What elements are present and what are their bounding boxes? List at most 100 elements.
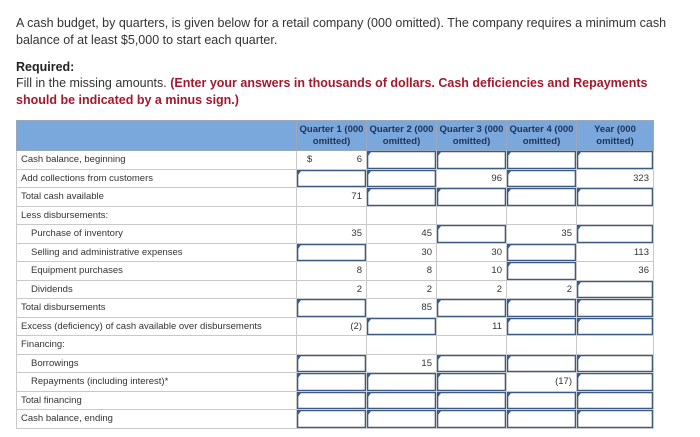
row-label: Purchase of inventory — [16, 224, 297, 244]
answer-input-quarter-1[interactable] — [296, 353, 367, 373]
row-label: Total financing — [16, 390, 297, 410]
answer-input-quarter-1[interactable] — [296, 372, 367, 392]
answer-input-year[interactable] — [576, 279, 654, 299]
answer-input-year[interactable] — [576, 353, 654, 373]
row-label: Total cash available — [16, 187, 297, 207]
given-value-quarter-3: 10 — [436, 261, 507, 281]
table-row: Cash balance, beginning $6 — [16, 150, 654, 170]
answer-input-year[interactable] — [576, 187, 654, 207]
given-value-quarter-1: 71 — [296, 187, 367, 207]
cell-value: 96 — [491, 172, 502, 184]
row-label: Selling and administrative expenses — [16, 242, 297, 262]
empty-cell — [506, 335, 577, 355]
empty-cell — [296, 205, 367, 225]
answer-input-year[interactable] — [576, 316, 654, 336]
answer-input-year[interactable] — [576, 409, 654, 429]
answer-input-quarter-4[interactable] — [506, 298, 577, 318]
given-value-quarter-1: (2) — [296, 316, 367, 336]
answer-input-quarter-4[interactable] — [506, 242, 577, 262]
table-row: Financing: — [16, 335, 654, 355]
answer-input-quarter-3[interactable] — [436, 390, 507, 410]
given-value-quarter-4: 35 — [506, 224, 577, 244]
answer-input-quarter-1[interactable] — [296, 168, 367, 188]
cell-value: 2 — [566, 283, 572, 295]
answer-input-year[interactable] — [576, 150, 654, 170]
row-label: Equipment purchases — [16, 261, 297, 281]
cell-value: 35 — [561, 228, 572, 240]
empty-cell — [506, 205, 577, 225]
answer-input-quarter-1[interactable] — [296, 298, 367, 318]
table-row: Add collections from customers 96 323 — [16, 168, 654, 188]
answer-input-quarter-1[interactable] — [296, 409, 367, 429]
answer-input-quarter-2[interactable] — [366, 168, 437, 188]
answer-input-quarter-4[interactable] — [506, 409, 577, 429]
given-value-year: 113 — [576, 242, 654, 262]
given-value-quarter-4: (17) — [506, 372, 577, 392]
given-value-year: 323 — [576, 168, 654, 188]
given-value-year: 36 — [576, 261, 654, 281]
cell-value: 85 — [421, 302, 432, 314]
answer-input-year[interactable] — [576, 390, 654, 410]
answer-input-quarter-3[interactable] — [436, 372, 507, 392]
given-value-quarter-4: 2 — [506, 279, 577, 299]
table-row: Total financing — [16, 390, 654, 410]
given-value-quarter-2: 30 — [366, 242, 437, 262]
answer-input-quarter-1[interactable] — [296, 390, 367, 410]
answer-input-year[interactable] — [576, 298, 654, 318]
answer-input-quarter-2[interactable] — [366, 150, 437, 170]
empty-cell — [436, 205, 507, 225]
row-label: Add collections from customers — [16, 168, 297, 188]
header-label — [16, 120, 297, 151]
header-quarter-3: Quarter 3 (000 omitted) — [436, 120, 507, 151]
answer-input-quarter-2[interactable] — [366, 316, 437, 336]
cell-value: 6 — [356, 154, 362, 166]
answer-input-quarter-4[interactable] — [506, 150, 577, 170]
table-row: Purchase of inventory 35 45 35 — [16, 224, 654, 244]
table-row: Equipment purchases 8 8 10 36 — [16, 261, 654, 281]
instruction-text: Fill in the missing amounts. — [16, 76, 167, 90]
table-row: Repayments (including interest)* (17) — [16, 372, 654, 392]
answer-input-quarter-4[interactable] — [506, 316, 577, 336]
answer-input-quarter-3[interactable] — [436, 150, 507, 170]
answer-input-quarter-3[interactable] — [436, 353, 507, 373]
answer-input-quarter-4[interactable] — [506, 168, 577, 188]
given-value-quarter-1: 2 — [296, 279, 367, 299]
answer-input-quarter-3[interactable] — [436, 224, 507, 244]
header-quarter-2: Quarter 2 (000 omitted) — [366, 120, 437, 151]
given-value-quarter-2: 8 — [366, 261, 437, 281]
cell-value: (17) — [555, 376, 572, 388]
given-value-quarter-1: $6 — [296, 150, 367, 170]
answer-input-quarter-2[interactable] — [366, 187, 437, 207]
cash-budget-table: Quarter 1 (000 omitted) Quarter 2 (000 o… — [16, 120, 654, 429]
answer-input-quarter-4[interactable] — [506, 353, 577, 373]
answer-input-quarter-2[interactable] — [366, 409, 437, 429]
cell-value: 35 — [351, 228, 362, 240]
cell-value: 30 — [491, 246, 502, 258]
header-quarter-1: Quarter 1 (000 omitted) — [296, 120, 367, 151]
answer-input-quarter-4[interactable] — [506, 261, 577, 281]
answer-input-quarter-2[interactable] — [366, 390, 437, 410]
answer-input-quarter-3[interactable] — [436, 298, 507, 318]
answer-input-year[interactable] — [576, 372, 654, 392]
row-label: Dividends — [16, 279, 297, 299]
cell-value: 15 — [421, 357, 432, 369]
answer-input-quarter-2[interactable] — [366, 372, 437, 392]
cell-value: 45 — [421, 228, 432, 240]
row-label: Cash balance, ending — [16, 409, 297, 429]
answer-input-quarter-4[interactable] — [506, 187, 577, 207]
cell-value: 113 — [633, 246, 649, 258]
empty-cell — [366, 205, 437, 225]
empty-cell — [436, 335, 507, 355]
empty-cell — [576, 205, 654, 225]
row-label: Borrowings — [16, 353, 297, 373]
answer-input-quarter-3[interactable] — [436, 187, 507, 207]
answer-input-quarter-3[interactable] — [436, 409, 507, 429]
answer-input-year[interactable] — [576, 224, 654, 244]
given-value-quarter-2: 15 — [366, 353, 437, 373]
answer-input-quarter-1[interactable] — [296, 242, 367, 262]
table-row: Total cash available 71 — [16, 187, 654, 207]
answer-input-quarter-4[interactable] — [506, 390, 577, 410]
cell-value: 11 — [492, 320, 502, 332]
given-value-quarter-1: 35 — [296, 224, 367, 244]
required-heading: Required: — [16, 60, 75, 74]
